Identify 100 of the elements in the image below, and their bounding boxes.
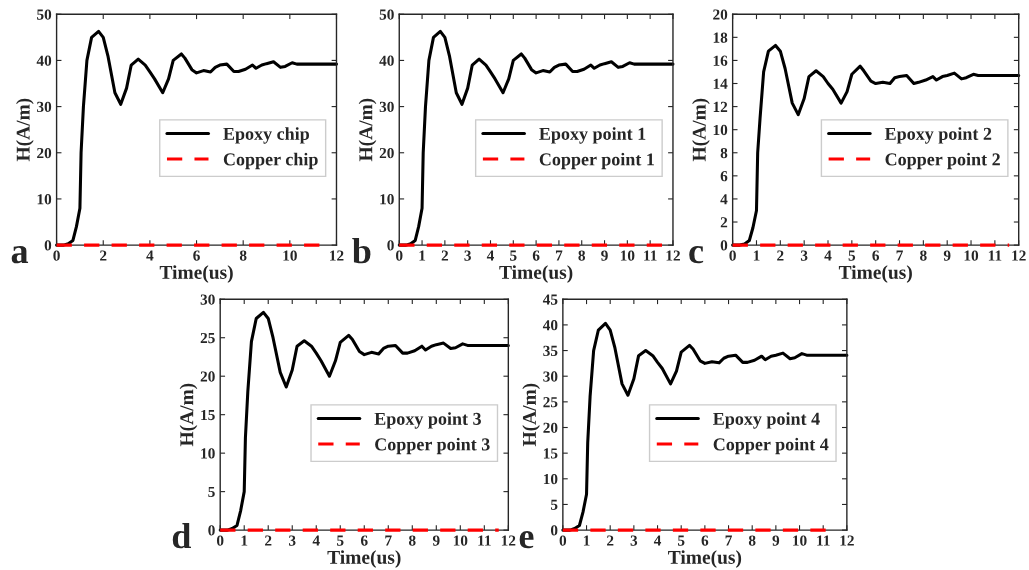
text: a [11, 246, 29, 264]
y-tick-label: 30 [200, 294, 215, 305]
y-tick-label: 14 [713, 78, 728, 89]
y-tick-label: 4 [720, 194, 728, 205]
x-tick-label: 7 [725, 535, 732, 546]
x-tick-label: 2 [607, 535, 614, 546]
y-tick-label: 15 [543, 448, 558, 459]
x-tick-label: 11 [644, 250, 657, 261]
x-tick-label: 12 [840, 535, 854, 546]
y-tick-label: 20 [200, 371, 215, 382]
x-tick-label: 5 [677, 535, 685, 546]
y-tick-label: 0 [387, 240, 394, 251]
y-tick-label: 6 [720, 171, 728, 182]
x-tick-label: 0 [559, 535, 567, 546]
y-tick-label: 10 [543, 473, 558, 485]
y-axis-title: H(A/m) [692, 98, 710, 162]
x-tick-label: 0 [729, 250, 736, 261]
x-tick-label: 12 [666, 250, 680, 261]
x-tick-label: 10 [793, 535, 807, 546]
x-tick-label: 10 [620, 250, 635, 261]
x-tick-label: 9 [432, 535, 440, 546]
x-tick-label: 4 [653, 535, 662, 546]
y-axis-title: H(A/m) [522, 383, 540, 447]
y-tick-label: 50 [37, 9, 52, 20]
x-tick-label: 2 [100, 250, 107, 261]
x-tick-label: 9 [772, 535, 780, 546]
x-tick-label: 7 [555, 250, 563, 261]
y-tick-label: 5 [208, 486, 215, 498]
y-tick-label: 10 [201, 448, 215, 459]
x-tick-label: 6 [701, 535, 709, 546]
text: e [519, 531, 534, 549]
x-tick-label: 10 [283, 250, 297, 261]
x-tick-label: 3 [288, 535, 296, 546]
y-tick-label: 35 [543, 345, 558, 356]
x-tick-label: 4 [312, 535, 320, 546]
y-tick-label: 0 [44, 240, 52, 251]
y-tick-label: 25 [200, 332, 215, 344]
y-axis-title: H(A/m) [358, 98, 377, 162]
y-tick-label: 30 [37, 101, 52, 113]
legend-label: Epoxy point 2 [884, 127, 992, 144]
x-tick-label: 11 [988, 250, 1002, 261]
x-tick-label: 10 [964, 250, 979, 261]
y-tick-label: 25 [543, 397, 558, 408]
x-axis-title: Time(us) [838, 265, 912, 283]
x-tick-label: 4 [146, 250, 154, 261]
x-tick-label: 0 [216, 535, 224, 546]
y-tick-label: 10 [380, 194, 394, 205]
y-tick-label: 18 [713, 32, 728, 43]
x-tick-label: 1 [241, 535, 248, 546]
x-tick-label: 8 [920, 250, 927, 261]
legend-label: Epoxy point 3 [374, 412, 481, 429]
legend-label: Epoxy point 4 [713, 412, 820, 429]
y-tick-label: 45 [542, 294, 558, 305]
text: b [352, 237, 371, 264]
x-tick-label: 8 [408, 535, 416, 546]
x-tick-label: 6 [532, 250, 540, 261]
legend-label: Copper point 3 [375, 437, 490, 455]
y-tick-label: 16 [713, 55, 728, 66]
legend-label: Copper point 2 [885, 152, 1000, 170]
x-tick-label: 12 [1012, 250, 1026, 261]
y-tick-label: 10 [713, 124, 728, 136]
x-tick-label: 2 [265, 535, 272, 546]
x-tick-label: 4 [824, 250, 832, 261]
x-tick-label: 2 [441, 250, 449, 261]
y-tick-label: 20 [543, 422, 558, 433]
x-tick-label: 11 [478, 535, 491, 546]
x-tick-label: 10 [453, 535, 468, 546]
x-tick-label: 0 [396, 250, 403, 261]
x-tick-label: 8 [748, 535, 756, 546]
y-tick-label: 0 [720, 240, 728, 251]
x-tick-label: 3 [464, 250, 471, 261]
y-tick-label: 10 [37, 194, 52, 205]
x-tick-label: 1 [419, 250, 426, 261]
y-tick-label: 8 [720, 147, 728, 159]
x-tick-label: 2 [777, 250, 784, 261]
y-tick-label: 15 [201, 409, 215, 421]
x-tick-label: 11 [817, 535, 830, 546]
x-tick-label: 9 [601, 250, 608, 261]
x-tick-label: 7 [385, 535, 392, 546]
x-axis-title: Time(us) [499, 265, 573, 283]
x-tick-label: 1 [753, 250, 760, 261]
text: c [689, 246, 704, 264]
legend-label: Epoxy point 1 [539, 127, 646, 144]
x-tick-label: 4 [486, 250, 495, 261]
legend-label: Copper point 4 [713, 437, 829, 455]
x-tick-label: 6 [193, 250, 200, 261]
x-tick-label: 7 [896, 250, 903, 261]
x-axis-title: Time(us) [668, 550, 742, 568]
legend-label: Epoxy chip [223, 127, 309, 144]
y-tick-label: 30 [379, 101, 394, 113]
y-tick-label: 20 [379, 147, 394, 159]
y-tick-label: 12 [713, 101, 728, 112]
y-axis-title: H(A/m) [16, 98, 34, 162]
y-tick-label: 40 [379, 55, 394, 66]
x-tick-label: 3 [800, 250, 808, 261]
x-tick-label: 6 [872, 250, 880, 261]
legend-label: Copper point 1 [539, 152, 654, 170]
y-tick-label: 5 [550, 499, 558, 510]
y-tick-label: 40 [36, 55, 52, 66]
text: d [172, 522, 191, 549]
